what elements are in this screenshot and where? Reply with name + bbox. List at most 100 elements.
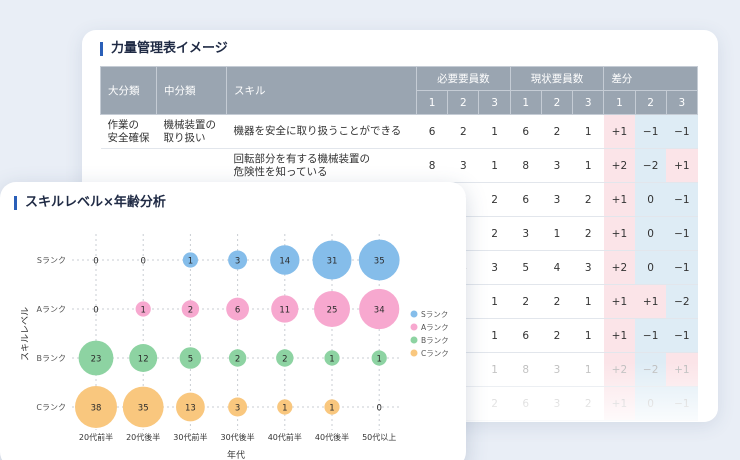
bubble-label: 1 <box>376 355 381 365</box>
header-level-2: 3 <box>478 90 511 115</box>
cell-diff: +2 <box>603 250 636 285</box>
table-title: 力量管理表イメージ <box>100 42 228 56</box>
x-tick-label: 40代後半 <box>315 432 349 442</box>
bubble-c-1 <box>122 386 164 428</box>
cell-required: 1 <box>478 318 511 353</box>
y-axis-label: スキルレベル <box>21 307 31 361</box>
cell-current: 4 <box>541 250 573 285</box>
header-level-0: 1 <box>415 90 449 115</box>
cell-major <box>100 148 157 183</box>
bubble-label: 2 <box>282 355 287 365</box>
bubble-c-2 <box>176 392 205 422</box>
legend-label: Bランク <box>421 336 449 345</box>
y-tick-label: Sランク <box>37 256 66 265</box>
bubble-label: 3 <box>235 257 240 267</box>
bubble-label: 38 <box>91 404 102 414</box>
cell-required: 2 <box>447 114 479 149</box>
bubble-a-6 <box>359 288 400 330</box>
cell-diff: −1 <box>666 250 698 285</box>
cell-current: 2 <box>572 216 604 251</box>
cell-current: 3 <box>572 250 604 285</box>
bubble-label: 25 <box>327 306 338 316</box>
cell-current: 2 <box>541 318 573 353</box>
y-tick-label: Aランク <box>37 305 66 314</box>
header-major: 大分類 <box>100 66 157 115</box>
y-tick-label: Cランク <box>36 403 66 412</box>
y-tick-label: Bランク <box>37 354 67 363</box>
header-level-6: 1 <box>603 90 636 115</box>
cell-middle <box>156 148 227 183</box>
cell-current: 2 <box>541 114 573 149</box>
cell-current: 2 <box>510 284 542 319</box>
cell-required: 2 <box>478 216 511 251</box>
cell-diff: −2 <box>635 148 667 183</box>
cell-current: 6 <box>510 318 542 353</box>
bubble-b-5 <box>324 350 340 366</box>
header-diff: 差分 <box>603 66 698 91</box>
cell-required: 2 <box>478 182 511 217</box>
cell-current: 1 <box>541 216 573 251</box>
cell-required: 6 <box>416 114 448 149</box>
bubble-label: 35 <box>138 404 149 414</box>
cell-diff: +1 <box>603 284 636 319</box>
legend-label: Sランク <box>421 310 448 319</box>
x-tick-label: 30代前半 <box>173 432 207 442</box>
legend-swatch <box>410 323 418 331</box>
cell-required: 8 <box>416 148 448 183</box>
cell-current: 3 <box>541 182 573 217</box>
header-required: 必要要員数 <box>416 66 511 91</box>
bubble-label: 3 <box>235 404 240 414</box>
cell-required: 3 <box>478 250 511 285</box>
bubble-label: 0 <box>93 306 98 316</box>
cell-diff: +1 <box>666 148 698 183</box>
cell-diff: +1 <box>603 318 636 353</box>
legend-label: Aランク <box>421 323 449 332</box>
bubble-label: 0 <box>376 404 381 414</box>
cell-diff: −1 <box>666 182 698 217</box>
cell-current: 1 <box>572 318 604 353</box>
bubble-b-3 <box>228 349 247 367</box>
cell-diff: +1 <box>635 284 667 319</box>
bubble-a-1 <box>135 301 151 317</box>
cell-major: 作業の 安全確保 <box>100 114 157 149</box>
header-middle: 中分類 <box>156 66 227 115</box>
cell-skill: 回転部分を有する機械装置の 危険性を知っている <box>226 148 417 183</box>
bubble-label: 34 <box>374 306 385 316</box>
bubble-c-4 <box>277 399 293 415</box>
bubble-label: 13 <box>185 404 196 414</box>
bubble-label: 2 <box>235 355 240 365</box>
cell-current: 3 <box>510 216 542 251</box>
bubble-label: 11 <box>279 306 290 316</box>
bubble-label: 14 <box>279 257 290 267</box>
cell-current: 1 <box>572 284 604 319</box>
cell-current: 6 <box>510 114 542 149</box>
bubble-label: 0 <box>140 257 145 267</box>
bubble-label: 1 <box>188 257 193 267</box>
bubble-s-2 <box>182 252 198 268</box>
bubble-a-5 <box>314 291 350 327</box>
cell-required: 1 <box>478 284 511 319</box>
bubble-s-4 <box>270 245 300 275</box>
bubble-b-2 <box>179 347 202 369</box>
bubble-a-3 <box>226 297 250 321</box>
header-level-7: 2 <box>634 90 667 115</box>
cell-diff: −1 <box>635 114 667 149</box>
bubble-label: 12 <box>138 355 149 365</box>
cell-current: 5 <box>510 250 542 285</box>
bubble-label: 6 <box>235 306 240 316</box>
x-tick-label: 50代以上 <box>362 432 396 442</box>
cell-diff: −1 <box>666 318 698 353</box>
cell-middle: 機械装置の 取り扱い <box>156 114 227 149</box>
bubble-b-4 <box>276 349 294 367</box>
x-axis-label: 年代 <box>227 449 245 460</box>
bubble-b-1 <box>129 344 158 372</box>
cell-current: 8 <box>510 148 542 183</box>
cell-current: 6 <box>510 182 542 217</box>
legend-swatch <box>410 349 418 357</box>
legend-swatch <box>410 336 418 344</box>
chart-title: スキルレベル×年齢分析 <box>14 196 166 210</box>
cell-skill: 機器を安全に取り扱うことができる <box>226 114 417 149</box>
bubble-b-6 <box>371 350 387 366</box>
header-level-4: 2 <box>540 90 574 115</box>
